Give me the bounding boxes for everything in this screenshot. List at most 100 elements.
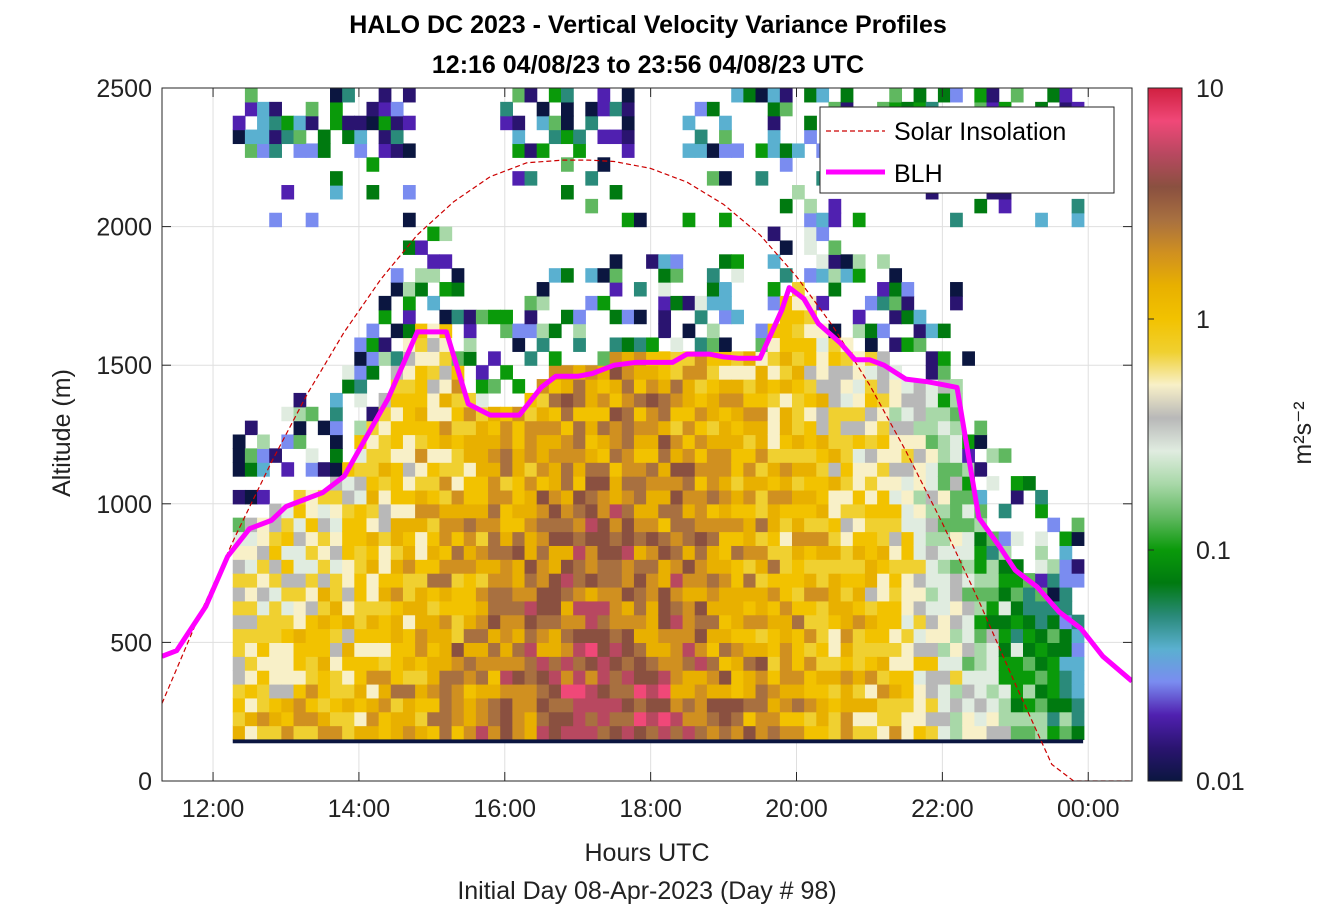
heatmap-cell [366,711,380,727]
heatmap-cell [390,129,404,145]
heatmap-cell [913,531,927,546]
heatmap-cell [694,295,708,311]
heatmap-cell [500,448,513,463]
heatmap-cell [694,642,708,657]
heatmap-cell [804,697,817,713]
heatmap-cell [1047,711,1061,727]
heatmap-cell [804,503,817,519]
heatmap-cell [719,476,732,491]
heatmap-cell [342,614,355,630]
heatmap-cell [646,573,659,588]
heatmap-cell [694,448,708,463]
heatmap-cell [463,323,477,339]
heatmap-cell [877,586,890,602]
heatmap-cell [609,101,623,117]
heatmap-cell [402,642,416,657]
heatmap-cell [694,143,708,158]
heatmap-cell [536,642,550,657]
heatmap-cell [706,337,720,352]
heatmap-cell [548,531,562,546]
heatmap-cell [561,697,574,713]
heatmap-cell [573,309,586,325]
heatmap-cell [1023,628,1036,643]
heatmap-cell [682,448,696,463]
heatmap-cell [330,559,343,574]
heatmap-cell [244,489,258,505]
heatmap-cell [402,476,416,491]
heatmap-cell [366,185,380,200]
heatmap-cell [244,683,258,699]
heatmap-cell [925,503,939,519]
x-tick-label: 18:00 [619,795,682,823]
heatmap-cell [475,628,489,643]
heatmap-cell [682,489,696,505]
heatmap-cell [536,503,550,519]
heatmap-cell [682,614,696,630]
heatmap-cell [658,628,672,643]
heatmap-cell [475,573,489,588]
heatmap-cell [293,531,307,546]
heatmap-cell [889,337,903,352]
heatmap-cell [658,323,672,339]
heatmap-cell [257,600,270,616]
heatmap-cell [1035,503,1048,519]
heatmap-cell [257,573,270,588]
heatmap-cell [779,406,793,422]
heatmap-cell [305,600,319,616]
heatmap-cell [1010,586,1024,602]
heatmap-cell [767,282,781,297]
heatmap-cell [269,101,282,117]
heatmap-cell [621,489,635,505]
heatmap-cell [293,434,307,449]
heatmap-cell [378,129,392,145]
heatmap-cell [877,254,890,269]
heatmap-cell [548,476,562,491]
heatmap-cell [998,683,1012,699]
heatmap-cell [670,434,684,449]
heatmap-cell [378,420,392,436]
heatmap-cell [889,309,903,325]
heatmap-cell [828,600,842,616]
heatmap-cell [767,573,781,588]
heatmap-cell [512,323,526,339]
heatmap-cell [755,88,769,103]
heatmap-cell [1010,628,1024,643]
heatmap-cell [427,365,441,380]
heatmap-cell [913,573,927,588]
heatmap-cell [937,476,951,491]
heatmap-cell [342,129,355,145]
heatmap-cell [694,656,708,671]
heatmap-cell [913,711,927,727]
heatmap-cell [804,268,817,283]
heatmap-cell [475,656,489,671]
heatmap-cell [524,573,538,588]
heatmap-cell [609,711,623,727]
heatmap-cell [731,600,744,616]
heatmap-cell [512,559,526,574]
heatmap-cell [743,434,757,449]
heatmap-cell [451,503,465,519]
heatmap-cell [439,379,453,394]
heatmap-cell [719,711,732,727]
heatmap-cell [743,88,757,103]
heatmap-cell [621,88,635,103]
heatmap-cell [792,420,805,436]
heatmap-cell [828,254,842,269]
heatmap-cell [633,586,647,602]
heatmap-cell [621,531,635,546]
heatmap-cell [670,476,684,491]
heatmap-cell [244,656,258,671]
heatmap-cell [427,586,441,602]
heatmap-cell [451,531,465,546]
heatmap-cell [1059,711,1073,727]
heatmap-cell [998,448,1012,463]
heatmap-cell [950,517,963,533]
heatmap-cell [415,240,428,255]
y-tick-label: 2500 [96,75,152,103]
heatmap-cell [1010,476,1024,491]
heatmap-cell [682,476,696,491]
heatmap-cell [950,420,963,436]
heatmap-cell [694,517,708,533]
heatmap-cell [719,406,732,422]
heatmap-cell [1035,212,1048,228]
